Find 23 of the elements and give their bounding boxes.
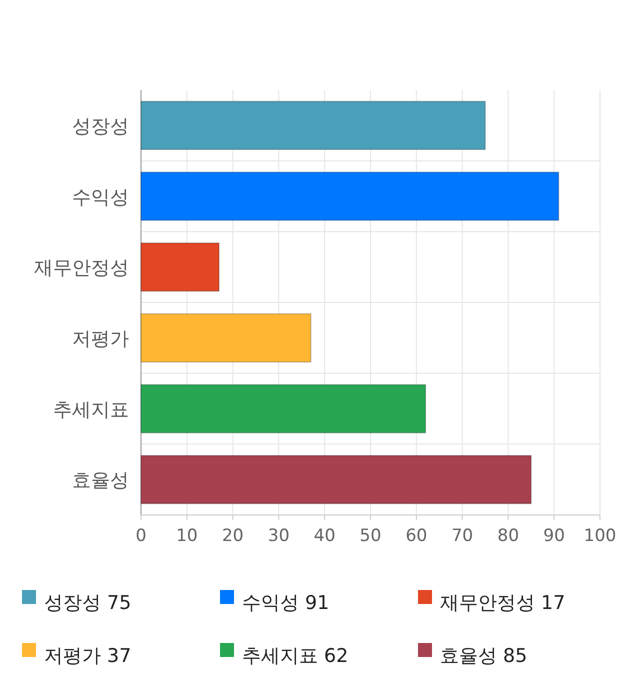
legend-label: 저평가 37 (44, 645, 132, 667)
x-tick-label: 70 (451, 526, 474, 546)
x-tick-label: 0 (136, 526, 146, 546)
y-tick-label: 저평가 (72, 328, 129, 350)
legend-label: 재무안정성 17 (440, 592, 566, 614)
x-tick-label: 40 (314, 526, 336, 546)
legend-label: 추세지표 62 (242, 645, 348, 667)
x-tick-label: 50 (360, 526, 382, 546)
x-tick-label: 100 (584, 526, 616, 546)
x-tick-label: 30 (268, 526, 290, 546)
y-tick-label: 효율성 (72, 470, 129, 492)
y-tick-label: 추세지표 (53, 398, 129, 421)
legend-label: 효율성 85 (440, 645, 528, 667)
y-tick-label: 수익성 (72, 186, 129, 208)
legend-label: 수익성 91 (242, 592, 330, 614)
x-tick-label: 20 (222, 526, 244, 546)
x-tick-label: 60 (406, 526, 428, 546)
y-tick-label: 성장성 (72, 115, 129, 138)
x-tick-label: 10 (176, 526, 198, 546)
y-tick-label: 재무안정성 (34, 257, 129, 280)
x-tick-label: 90 (543, 526, 565, 546)
legend-label: 성장성 75 (44, 592, 132, 614)
x-tick-label: 80 (497, 526, 520, 546)
